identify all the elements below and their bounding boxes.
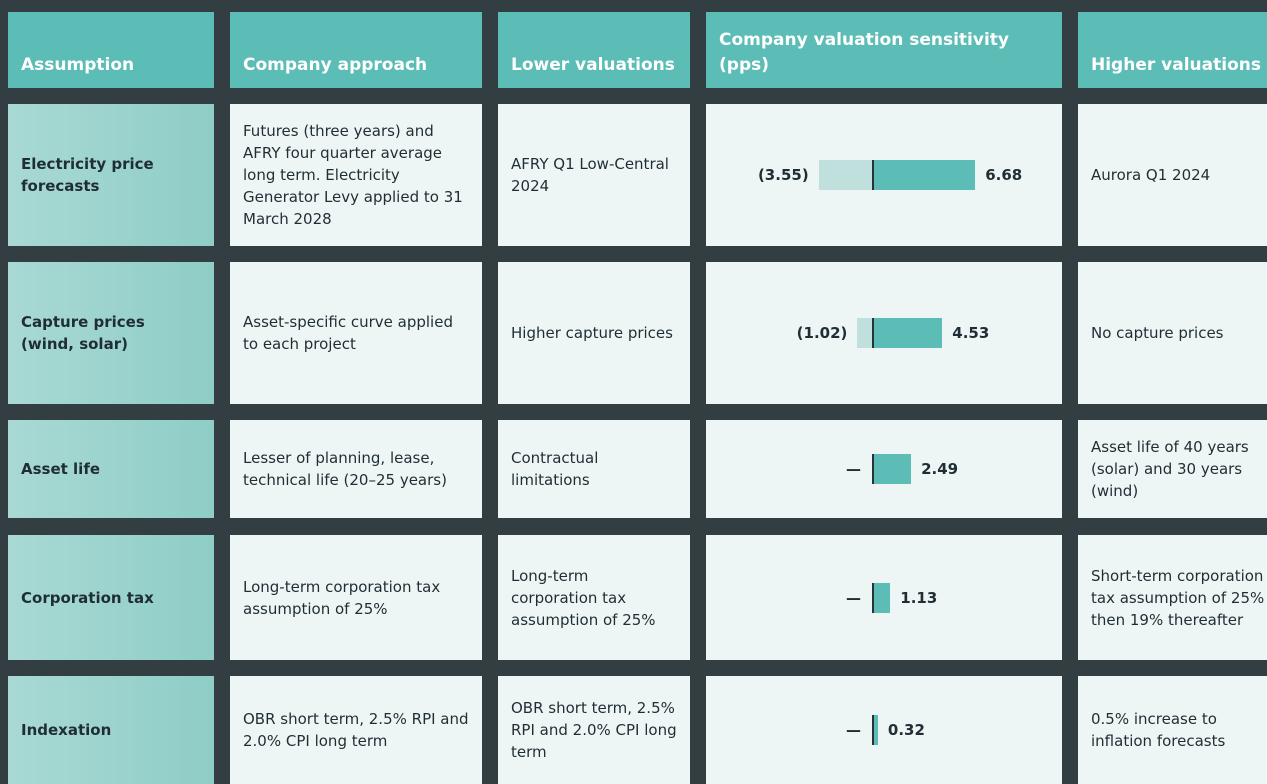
center-line <box>872 715 874 745</box>
header-cell: Assumption <box>8 12 214 88</box>
high-bar <box>873 454 912 484</box>
table-cell: AFRY Q1 Low-Central 2024 <box>498 104 690 246</box>
high-bar <box>873 582 891 613</box>
center-line <box>872 454 874 484</box>
table-cell: Higher capture prices <box>498 262 690 404</box>
table-cell: OBR short term, 2.5% RPI and 2.0% CPI lo… <box>230 676 482 784</box>
table-cell: OBR short term, 2.5% RPI and 2.0% CPI lo… <box>498 676 690 784</box>
header-cell: Company approach <box>230 12 482 88</box>
low-label: — <box>846 721 861 739</box>
low-bar <box>857 318 873 348</box>
high-label: 6.68 <box>985 166 1023 184</box>
table-cell: 0.5% increase to inflation forecasts <box>1078 676 1267 784</box>
low-label: (3.55) <box>757 166 809 184</box>
row-label: Asset life <box>8 420 214 518</box>
high-label: 2.49 <box>921 460 959 478</box>
high-bar <box>873 318 943 348</box>
center-line <box>872 160 874 190</box>
sensitivity-cell: — 2.49 <box>706 420 1062 518</box>
center-line <box>872 582 874 613</box>
header-cell: Higher valuations <box>1078 12 1267 88</box>
header-cell: Lower valuations <box>498 12 690 88</box>
table-cell: Long-term corporation tax assumption of … <box>498 535 690 660</box>
row-label: Indexation <box>8 676 214 784</box>
high-bar <box>873 715 878 745</box>
table-cell: Asset life of 40 years (solar) and 30 ye… <box>1078 420 1267 518</box>
header-cell: Company valuation sensitivity (pps) <box>706 12 1062 88</box>
sensitivity-cell: (3.55) 6.68 <box>706 104 1062 246</box>
low-label: — <box>846 588 861 607</box>
table-cell: Short-term corporation tax assumption of… <box>1078 535 1267 660</box>
table-cell: Contractual limitations <box>498 420 690 518</box>
table-cell: Lesser of planning, lease, technical lif… <box>230 420 482 518</box>
low-label: — <box>846 460 861 478</box>
table-cell: Aurora Q1 2024 <box>1078 104 1267 246</box>
high-label: 1.13 <box>900 588 938 607</box>
sensitivity-cell: — 1.13 <box>706 535 1062 660</box>
high-label: 4.53 <box>952 324 990 342</box>
center-line <box>872 318 874 348</box>
high-bar <box>873 160 976 190</box>
low-bar <box>818 160 873 190</box>
table-cell: Asset-specific curve applied to each pro… <box>230 262 482 404</box>
table-cell: No capture prices <box>1078 262 1267 404</box>
table-cell: Futures (three years) and AFRY four quar… <box>230 104 482 246</box>
sensitivity-cell: (1.02) 4.53 <box>706 262 1062 404</box>
sensitivity-cell: — 0.32 <box>706 676 1062 784</box>
high-label: 0.32 <box>887 721 925 739</box>
row-label: Electricity price forecasts <box>8 104 214 246</box>
row-label: Capture prices (wind, solar) <box>8 262 214 404</box>
table-cell: Long-term corporation tax assumption of … <box>230 535 482 660</box>
row-label: Corporation tax <box>8 535 214 660</box>
low-label: (1.02) <box>796 324 848 342</box>
